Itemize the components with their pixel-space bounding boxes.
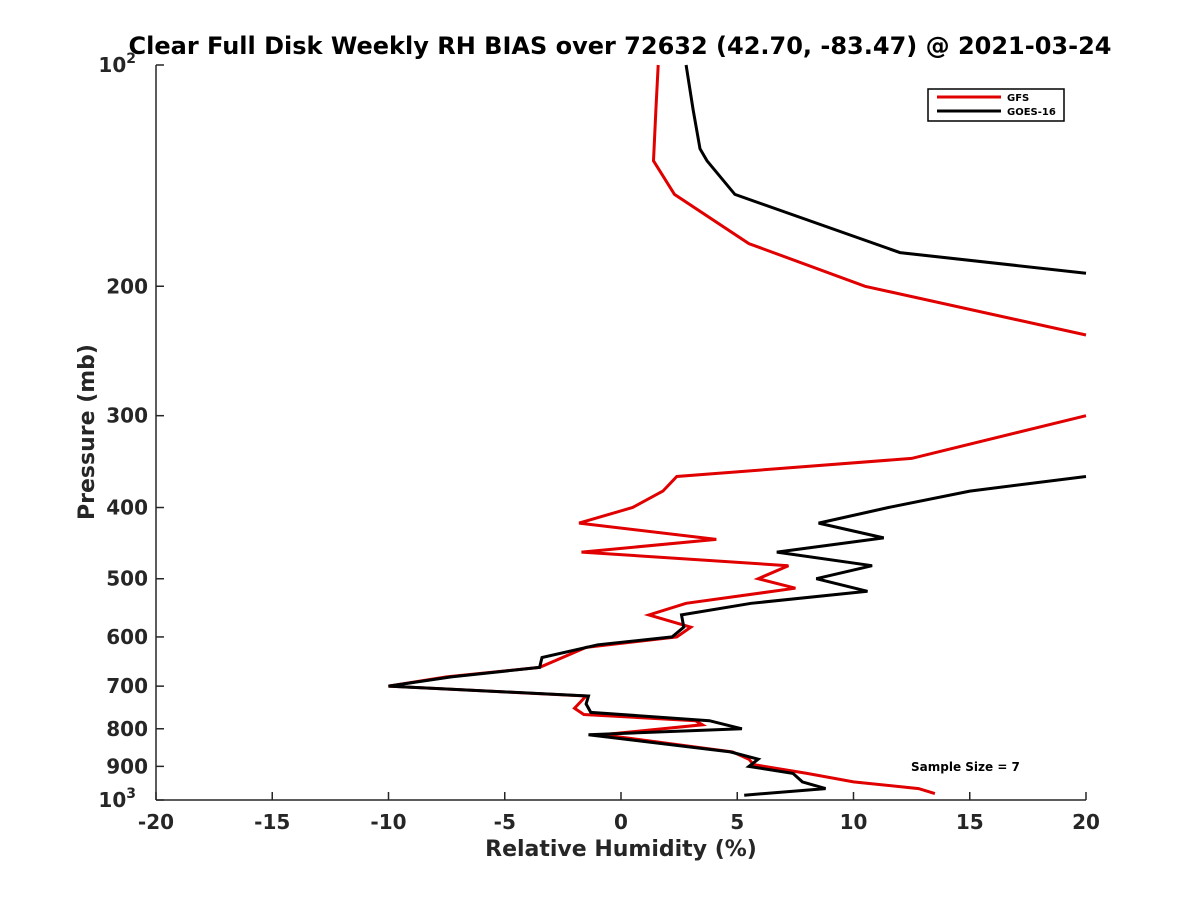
y-tick-label: 103: [98, 786, 136, 812]
legend: GFS GOES-16: [927, 88, 1065, 122]
x-tick-label: 0: [614, 810, 628, 834]
y-tick-label: 600: [106, 625, 148, 649]
legend-label-goes-16: GOES-16: [1007, 107, 1056, 118]
y-axis-label: Pressure (mb): [75, 344, 100, 520]
legend-label-gfs: GFS: [1007, 93, 1029, 104]
chart-title: Clear Full Disk Weekly RH BIAS over 7263…: [129, 32, 1112, 60]
x-tick-label: -20: [138, 810, 174, 834]
y-tick-label: 900: [106, 754, 148, 778]
y-tick-label: 500: [106, 567, 148, 591]
x-tick-label: 15: [956, 810, 984, 834]
y-tick-label: 102: [98, 51, 136, 77]
y-tick-group: 102 200 300 400 500 600 700 800 900 103: [98, 51, 164, 812]
plot-series-group: [388, 64, 1087, 797]
x-tick-label: 10: [840, 810, 868, 834]
y-tick-label: 200: [106, 274, 148, 298]
x-axis-label: Relative Humidity (%): [485, 837, 757, 862]
axes-group: [155, 65, 1086, 801]
legend-box: [927, 88, 1065, 122]
series-line-gfs: [388, 64, 1087, 796]
x-tick-label: -15: [254, 810, 290, 834]
series-line-goes-16: [388, 64, 1087, 797]
x-tick-label: -10: [370, 810, 406, 834]
y-tick-label: 700: [106, 674, 148, 698]
y-tick-label: 800: [106, 717, 148, 741]
y-tick-label: 400: [106, 496, 148, 520]
x-tick-label: 20: [1072, 810, 1100, 834]
y-tick-label: 300: [106, 404, 148, 428]
sample-size-annotation: Sample Size = 7: [911, 760, 1020, 774]
x-tick-group: -20 -15 -10 -5 0 5 10 15 20: [138, 792, 1100, 834]
x-tick-label: -5: [494, 810, 516, 834]
x-tick-label: 5: [730, 810, 744, 834]
